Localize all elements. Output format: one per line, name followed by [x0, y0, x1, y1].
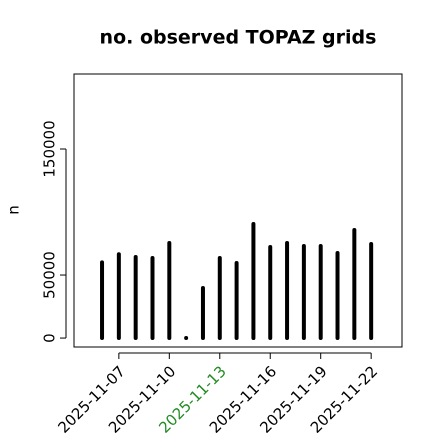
y-tick-label: 0: [41, 333, 59, 343]
y-tick-label: 50000: [41, 251, 59, 299]
y-axis-label: n: [5, 205, 23, 215]
y-tick-label: 150000: [41, 120, 59, 177]
chart-title: no. observed TOPAZ grids: [100, 27, 377, 49]
plot-frame: [73, 73, 403, 348]
